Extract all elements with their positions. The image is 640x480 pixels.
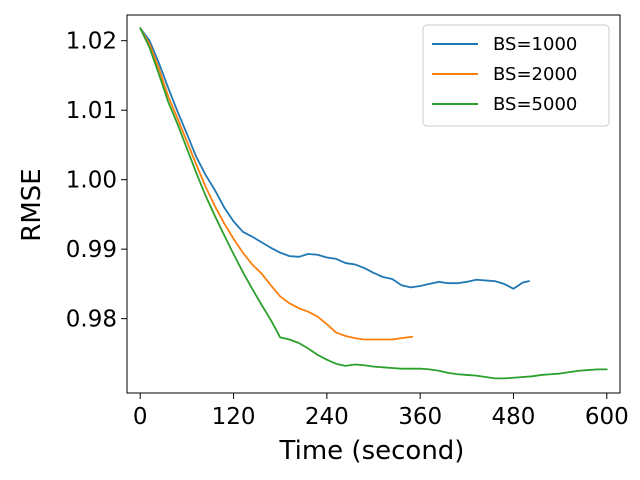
y-tick-label: 1.02	[66, 29, 117, 55]
x-ticks: 0 120 240 360 480 600	[133, 393, 629, 430]
legend-box	[422, 24, 610, 127]
legend-label-1: BS=1000	[493, 34, 577, 55]
y-ticks: 0.98 0.99 1.00 1.01 1.02	[66, 29, 127, 333]
legend: BS=1000 BS=2000 BS=5000	[422, 24, 610, 127]
x-tick-label: 600	[585, 404, 629, 430]
x-axis-label: Time (second)	[279, 436, 465, 466]
x-tick-label: 480	[492, 404, 536, 430]
x-tick-label: 120	[212, 404, 256, 430]
y-tick-label: 1.00	[66, 168, 117, 194]
y-axis-label: RMSE	[17, 168, 47, 241]
x-tick-label: 240	[305, 404, 349, 430]
series-line-1	[139, 27, 530, 290]
y-tick-label: 0.99	[66, 237, 117, 263]
x-tick-label: 0	[133, 404, 148, 430]
series-layer	[139, 27, 608, 380]
legend-label-2: BS=2000	[493, 64, 577, 85]
y-tick-label: 1.01	[66, 98, 117, 124]
series-line-2	[139, 27, 414, 341]
legend-label-3: BS=5000	[493, 94, 577, 115]
x-tick-label: 360	[398, 404, 442, 430]
series-line-3	[139, 27, 608, 380]
y-tick-label: 0.98	[66, 307, 117, 333]
